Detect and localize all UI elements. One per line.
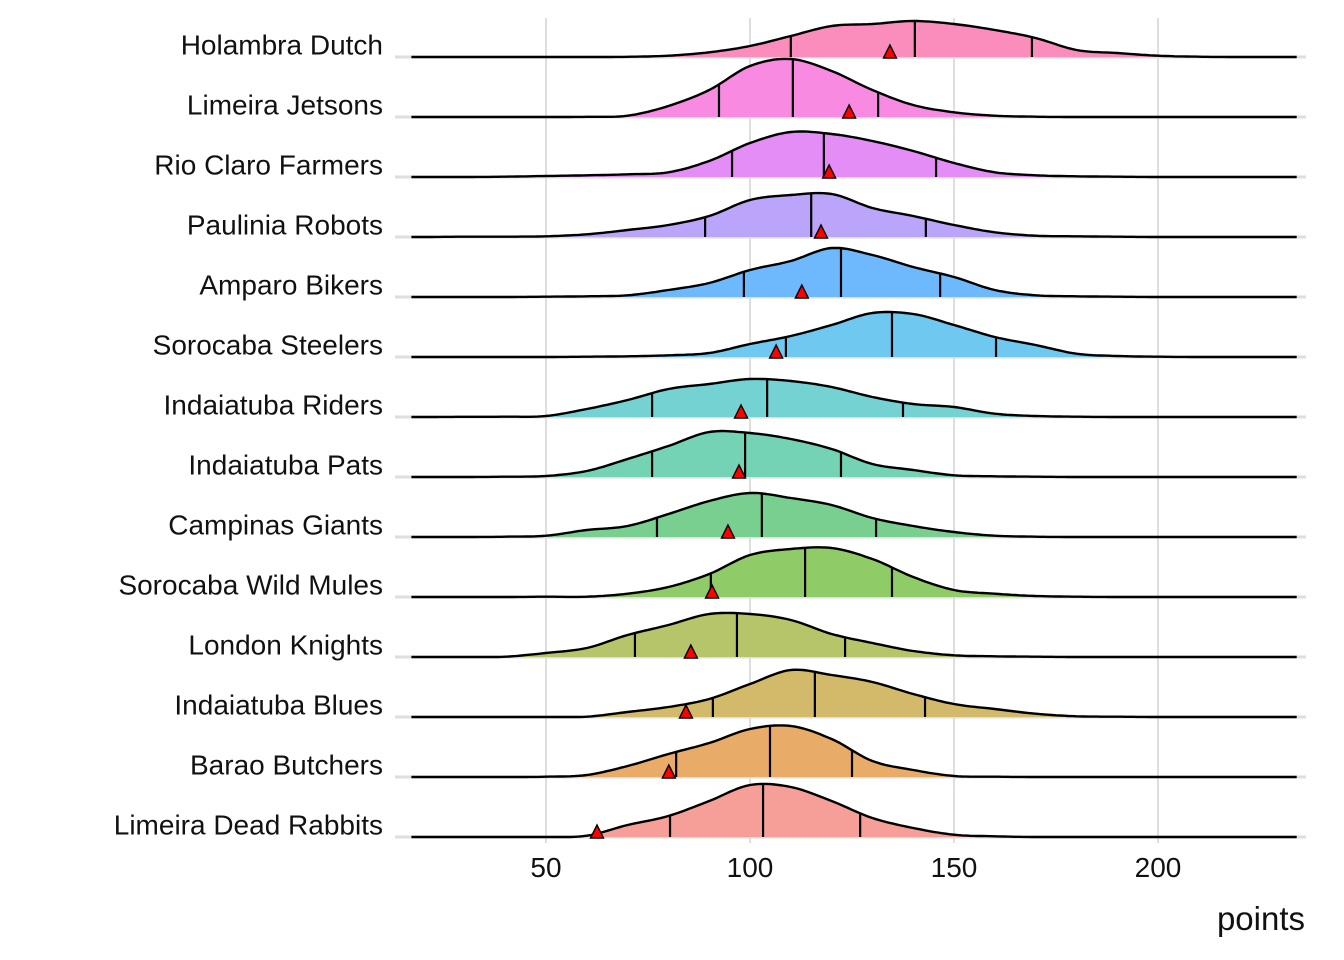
- density-line: [411, 310, 1297, 359]
- y-label: Limeira Jetsons: [187, 90, 383, 121]
- x-axis-title: points: [1217, 900, 1305, 937]
- y-label: Barao Butchers: [190, 750, 383, 781]
- marker-triangle: [768, 343, 784, 359]
- density-area: [411, 131, 1297, 177]
- y-label: Indaiatuba Pats: [188, 450, 383, 481]
- density-area: [411, 783, 1297, 837]
- marker-triangle: [821, 163, 837, 179]
- ridge-paulinia-robots: [411, 191, 1297, 239]
- ridge-amparo-bikers: [411, 246, 1297, 299]
- density-area: [411, 58, 1297, 117]
- ridge-indaiatuba-pats: [411, 429, 1297, 479]
- x-tick-label: 50: [530, 852, 561, 883]
- y-label: Amparo Bikers: [199, 270, 383, 301]
- density-area: [411, 612, 1297, 657]
- density-line: [411, 611, 1297, 659]
- density-line: [411, 191, 1297, 239]
- density-line: [411, 491, 1297, 539]
- density-line: [411, 246, 1297, 299]
- ridge-london-knights: [411, 611, 1297, 659]
- density-area: [411, 493, 1297, 537]
- y-label: Indaiatuba Riders: [164, 390, 383, 421]
- density-area: [411, 725, 1297, 777]
- density-line: [411, 130, 1297, 179]
- y-label: Sorocaba Wild Mules: [118, 570, 383, 601]
- ridge-limeira-jetsons: [411, 57, 1297, 119]
- marker-triangle: [678, 703, 694, 719]
- ridge-barao-butchers: [411, 724, 1297, 779]
- y-axis-labels: Holambra Dutch Limeira Jetsons Rio Claro F…: [114, 30, 383, 841]
- y-label: Holambra Dutch: [181, 30, 383, 61]
- density-area: [411, 547, 1297, 597]
- marker-triangle: [720, 523, 736, 539]
- marker-triangle: [661, 763, 677, 779]
- density-line: [411, 546, 1297, 599]
- density-line: [411, 668, 1297, 719]
- x-tick-label: 200: [1135, 852, 1182, 883]
- ridge-holambra-dutch: [411, 19, 1297, 59]
- ridge-indaiatuba-blues: [411, 668, 1297, 719]
- x-tick-label: 150: [931, 852, 978, 883]
- ridges: [411, 19, 1297, 839]
- ridge-indaiatuba-riders: [411, 377, 1297, 419]
- x-axis-ticks: 50 100 150 200: [530, 852, 1181, 883]
- marker-triangle: [841, 103, 857, 119]
- ridge-sorocaba-wild-mules: [411, 546, 1297, 599]
- density-area: [411, 669, 1297, 717]
- density-line: [411, 429, 1297, 479]
- x-tick-label: 100: [727, 852, 774, 883]
- y-label: Limeira Dead Rabbits: [114, 810, 383, 841]
- marker-triangle: [731, 463, 747, 479]
- y-label: Paulinia Robots: [187, 210, 383, 241]
- y-label: London Knights: [188, 630, 383, 661]
- density-area: [411, 21, 1297, 57]
- marker-triangle: [704, 583, 720, 599]
- ridge-rio-claro-farmers: [411, 130, 1297, 179]
- ridge-limeira-dead-rabbits: [411, 782, 1297, 839]
- marker-triangle: [813, 223, 829, 239]
- density-area: [411, 247, 1297, 297]
- y-label: Indaiatuba Blues: [174, 690, 383, 721]
- marker-triangle: [882, 43, 898, 59]
- density-line: [411, 19, 1297, 59]
- y-label: Campinas Giants: [168, 510, 383, 541]
- density-line: [411, 724, 1297, 779]
- density-area: [411, 431, 1297, 477]
- density-area: [411, 312, 1297, 357]
- y-label: Rio Claro Farmers: [154, 150, 383, 181]
- density-line: [411, 57, 1297, 119]
- ridge-campinas-giants: [411, 491, 1297, 539]
- marker-triangle: [589, 823, 605, 839]
- density-line: [411, 377, 1297, 419]
- marker-triangle: [683, 643, 699, 659]
- marker-triangle: [733, 403, 749, 419]
- marker-triangle: [794, 283, 810, 299]
- density-area: [411, 378, 1297, 417]
- density-line: [411, 782, 1297, 839]
- ridge-sorocaba-steelers: [411, 310, 1297, 359]
- density-area: [411, 193, 1297, 237]
- y-label: Sorocaba Steelers: [153, 330, 383, 361]
